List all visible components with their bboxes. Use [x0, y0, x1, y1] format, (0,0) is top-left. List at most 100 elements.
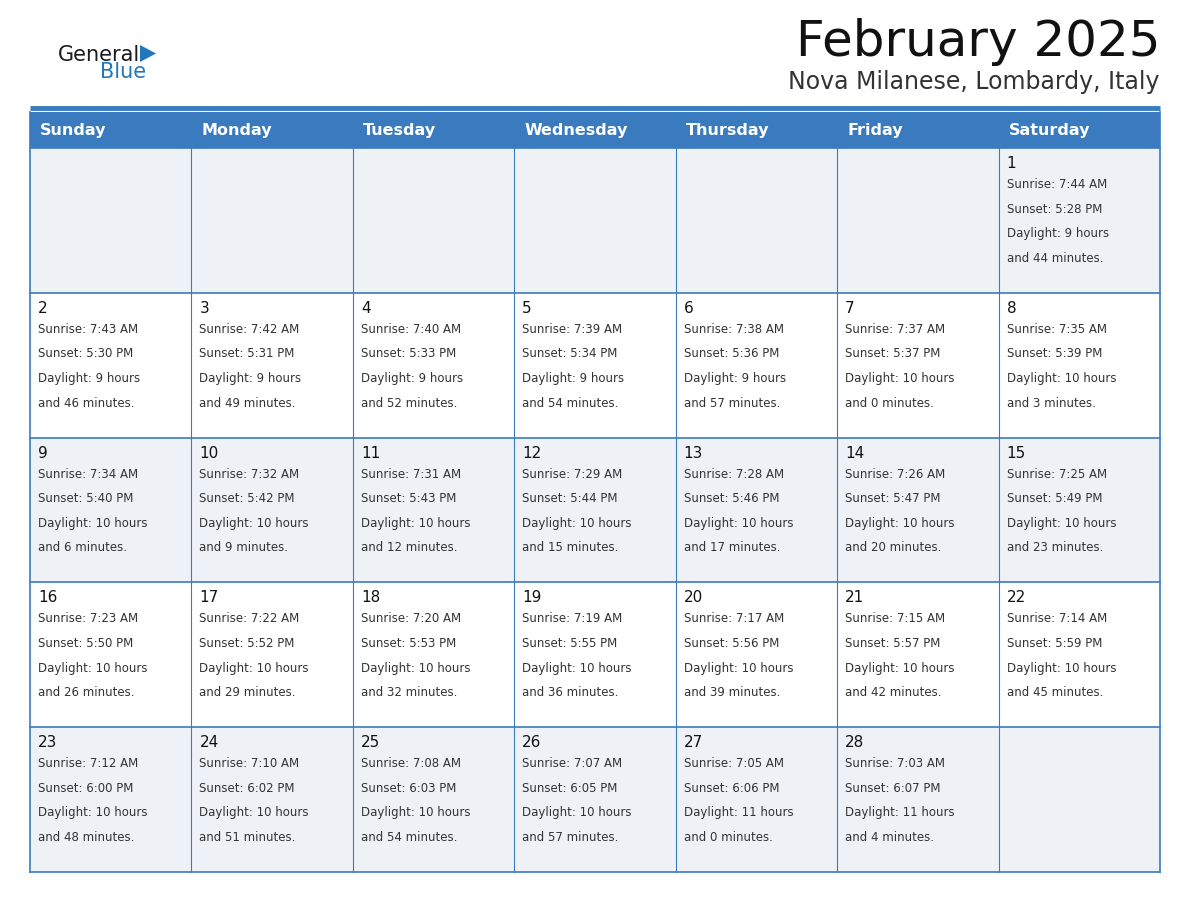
Text: Sunrise: 7:44 AM: Sunrise: 7:44 AM [1006, 178, 1107, 191]
Text: Sunset: 5:31 PM: Sunset: 5:31 PM [200, 347, 295, 361]
Text: Sunset: 6:03 PM: Sunset: 6:03 PM [361, 782, 456, 795]
Text: 14: 14 [845, 445, 865, 461]
Text: Daylight: 9 hours: Daylight: 9 hours [361, 372, 463, 385]
Text: Wednesday: Wednesday [524, 122, 627, 138]
Text: and 17 minutes.: and 17 minutes. [684, 542, 781, 554]
Text: and 46 minutes.: and 46 minutes. [38, 397, 134, 409]
Text: Sunrise: 7:28 AM: Sunrise: 7:28 AM [684, 467, 784, 481]
Text: Daylight: 10 hours: Daylight: 10 hours [38, 517, 147, 530]
Text: February 2025: February 2025 [796, 18, 1159, 66]
Text: Daylight: 10 hours: Daylight: 10 hours [523, 806, 632, 820]
Text: Daylight: 9 hours: Daylight: 9 hours [200, 372, 302, 385]
Text: Daylight: 9 hours: Daylight: 9 hours [38, 372, 140, 385]
Text: and 0 minutes.: and 0 minutes. [845, 397, 934, 409]
Text: and 9 minutes.: and 9 minutes. [200, 542, 289, 554]
Text: Sunset: 5:49 PM: Sunset: 5:49 PM [1006, 492, 1102, 505]
Text: and 57 minutes.: and 57 minutes. [684, 397, 781, 409]
Text: 24: 24 [200, 735, 219, 750]
Text: and 6 minutes.: and 6 minutes. [38, 542, 127, 554]
Bar [30, 727, 1159, 872]
Text: and 29 minutes.: and 29 minutes. [200, 687, 296, 700]
Text: 23: 23 [38, 735, 57, 750]
Text: Sunrise: 7:29 AM: Sunrise: 7:29 AM [523, 467, 623, 481]
Text: 1: 1 [1006, 156, 1016, 171]
Polygon shape [140, 45, 156, 62]
Text: Sunset: 6:05 PM: Sunset: 6:05 PM [523, 782, 618, 795]
Text: and 45 minutes.: and 45 minutes. [1006, 687, 1102, 700]
Text: and 49 minutes.: and 49 minutes. [200, 397, 296, 409]
Text: 2: 2 [38, 301, 48, 316]
Text: Monday: Monday [202, 122, 272, 138]
Text: Sunset: 5:30 PM: Sunset: 5:30 PM [38, 347, 133, 361]
Text: and 54 minutes.: and 54 minutes. [361, 831, 457, 844]
Text: Sunrise: 7:39 AM: Sunrise: 7:39 AM [523, 323, 623, 336]
Text: Daylight: 10 hours: Daylight: 10 hours [684, 517, 794, 530]
Text: Sunrise: 7:10 AM: Sunrise: 7:10 AM [200, 757, 299, 770]
Text: Daylight: 10 hours: Daylight: 10 hours [1006, 372, 1116, 385]
Text: 27: 27 [684, 735, 703, 750]
Text: 12: 12 [523, 445, 542, 461]
Text: 20: 20 [684, 590, 703, 605]
Text: Sunrise: 7:42 AM: Sunrise: 7:42 AM [200, 323, 299, 336]
Text: Sunrise: 7:15 AM: Sunrise: 7:15 AM [845, 612, 946, 625]
Text: and 51 minutes.: and 51 minutes. [200, 831, 296, 844]
Text: Sunrise: 7:17 AM: Sunrise: 7:17 AM [684, 612, 784, 625]
Text: and 52 minutes.: and 52 minutes. [361, 397, 457, 409]
Text: Daylight: 10 hours: Daylight: 10 hours [684, 662, 794, 675]
Text: Daylight: 10 hours: Daylight: 10 hours [523, 662, 632, 675]
Text: Sunset: 5:52 PM: Sunset: 5:52 PM [200, 637, 295, 650]
Text: Sunset: 5:36 PM: Sunset: 5:36 PM [684, 347, 779, 361]
Text: Sunset: 5:53 PM: Sunset: 5:53 PM [361, 637, 456, 650]
Text: Sunset: 5:56 PM: Sunset: 5:56 PM [684, 637, 779, 650]
Text: Daylight: 10 hours: Daylight: 10 hours [200, 662, 309, 675]
Text: Sunrise: 7:35 AM: Sunrise: 7:35 AM [1006, 323, 1106, 336]
Text: Sunset: 5:59 PM: Sunset: 5:59 PM [1006, 637, 1102, 650]
Text: Sunrise: 7:03 AM: Sunrise: 7:03 AM [845, 757, 946, 770]
Text: Sunset: 5:57 PM: Sunset: 5:57 PM [845, 637, 941, 650]
Text: Daylight: 10 hours: Daylight: 10 hours [361, 806, 470, 820]
Text: Daylight: 10 hours: Daylight: 10 hours [361, 517, 470, 530]
Text: and 15 minutes.: and 15 minutes. [523, 542, 619, 554]
Text: and 20 minutes.: and 20 minutes. [845, 542, 942, 554]
Text: 8: 8 [1006, 301, 1016, 316]
Text: 6: 6 [684, 301, 694, 316]
Text: Sunrise: 7:19 AM: Sunrise: 7:19 AM [523, 612, 623, 625]
Text: 19: 19 [523, 590, 542, 605]
Text: General: General [58, 45, 140, 65]
Text: Sunset: 5:55 PM: Sunset: 5:55 PM [523, 637, 618, 650]
Text: 11: 11 [361, 445, 380, 461]
Text: Sunset: 5:37 PM: Sunset: 5:37 PM [845, 347, 941, 361]
Text: and 4 minutes.: and 4 minutes. [845, 831, 934, 844]
Text: Sunset: 5:43 PM: Sunset: 5:43 PM [361, 492, 456, 505]
Text: Sunset: 5:44 PM: Sunset: 5:44 PM [523, 492, 618, 505]
Text: Daylight: 10 hours: Daylight: 10 hours [361, 662, 470, 675]
Text: Daylight: 10 hours: Daylight: 10 hours [523, 517, 632, 530]
Text: 15: 15 [1006, 445, 1025, 461]
Text: Sunrise: 7:32 AM: Sunrise: 7:32 AM [200, 467, 299, 481]
Text: and 3 minutes.: and 3 minutes. [1006, 397, 1095, 409]
Text: Daylight: 11 hours: Daylight: 11 hours [684, 806, 794, 820]
Text: Sunrise: 7:23 AM: Sunrise: 7:23 AM [38, 612, 138, 625]
Text: Sunrise: 7:20 AM: Sunrise: 7:20 AM [361, 612, 461, 625]
Text: Daylight: 10 hours: Daylight: 10 hours [845, 372, 955, 385]
Text: 26: 26 [523, 735, 542, 750]
Text: Sunrise: 7:38 AM: Sunrise: 7:38 AM [684, 323, 784, 336]
Bar [30, 582, 1159, 727]
Text: Sunrise: 7:07 AM: Sunrise: 7:07 AM [523, 757, 623, 770]
Text: Sunset: 5:50 PM: Sunset: 5:50 PM [38, 637, 133, 650]
Text: Blue: Blue [100, 62, 146, 82]
Text: 7: 7 [845, 301, 855, 316]
Text: 18: 18 [361, 590, 380, 605]
Text: Daylight: 10 hours: Daylight: 10 hours [200, 806, 309, 820]
Text: Daylight: 10 hours: Daylight: 10 hours [845, 517, 955, 530]
Text: Sunrise: 7:25 AM: Sunrise: 7:25 AM [1006, 467, 1107, 481]
Text: and 12 minutes.: and 12 minutes. [361, 542, 457, 554]
Text: and 32 minutes.: and 32 minutes. [361, 687, 457, 700]
Text: 5: 5 [523, 301, 532, 316]
Text: Sunrise: 7:31 AM: Sunrise: 7:31 AM [361, 467, 461, 481]
Text: Sunrise: 7:08 AM: Sunrise: 7:08 AM [361, 757, 461, 770]
Text: and 54 minutes.: and 54 minutes. [523, 397, 619, 409]
Text: Sunset: 6:02 PM: Sunset: 6:02 PM [200, 782, 295, 795]
Text: and 26 minutes.: and 26 minutes. [38, 687, 134, 700]
Text: Sunrise: 7:26 AM: Sunrise: 7:26 AM [845, 467, 946, 481]
